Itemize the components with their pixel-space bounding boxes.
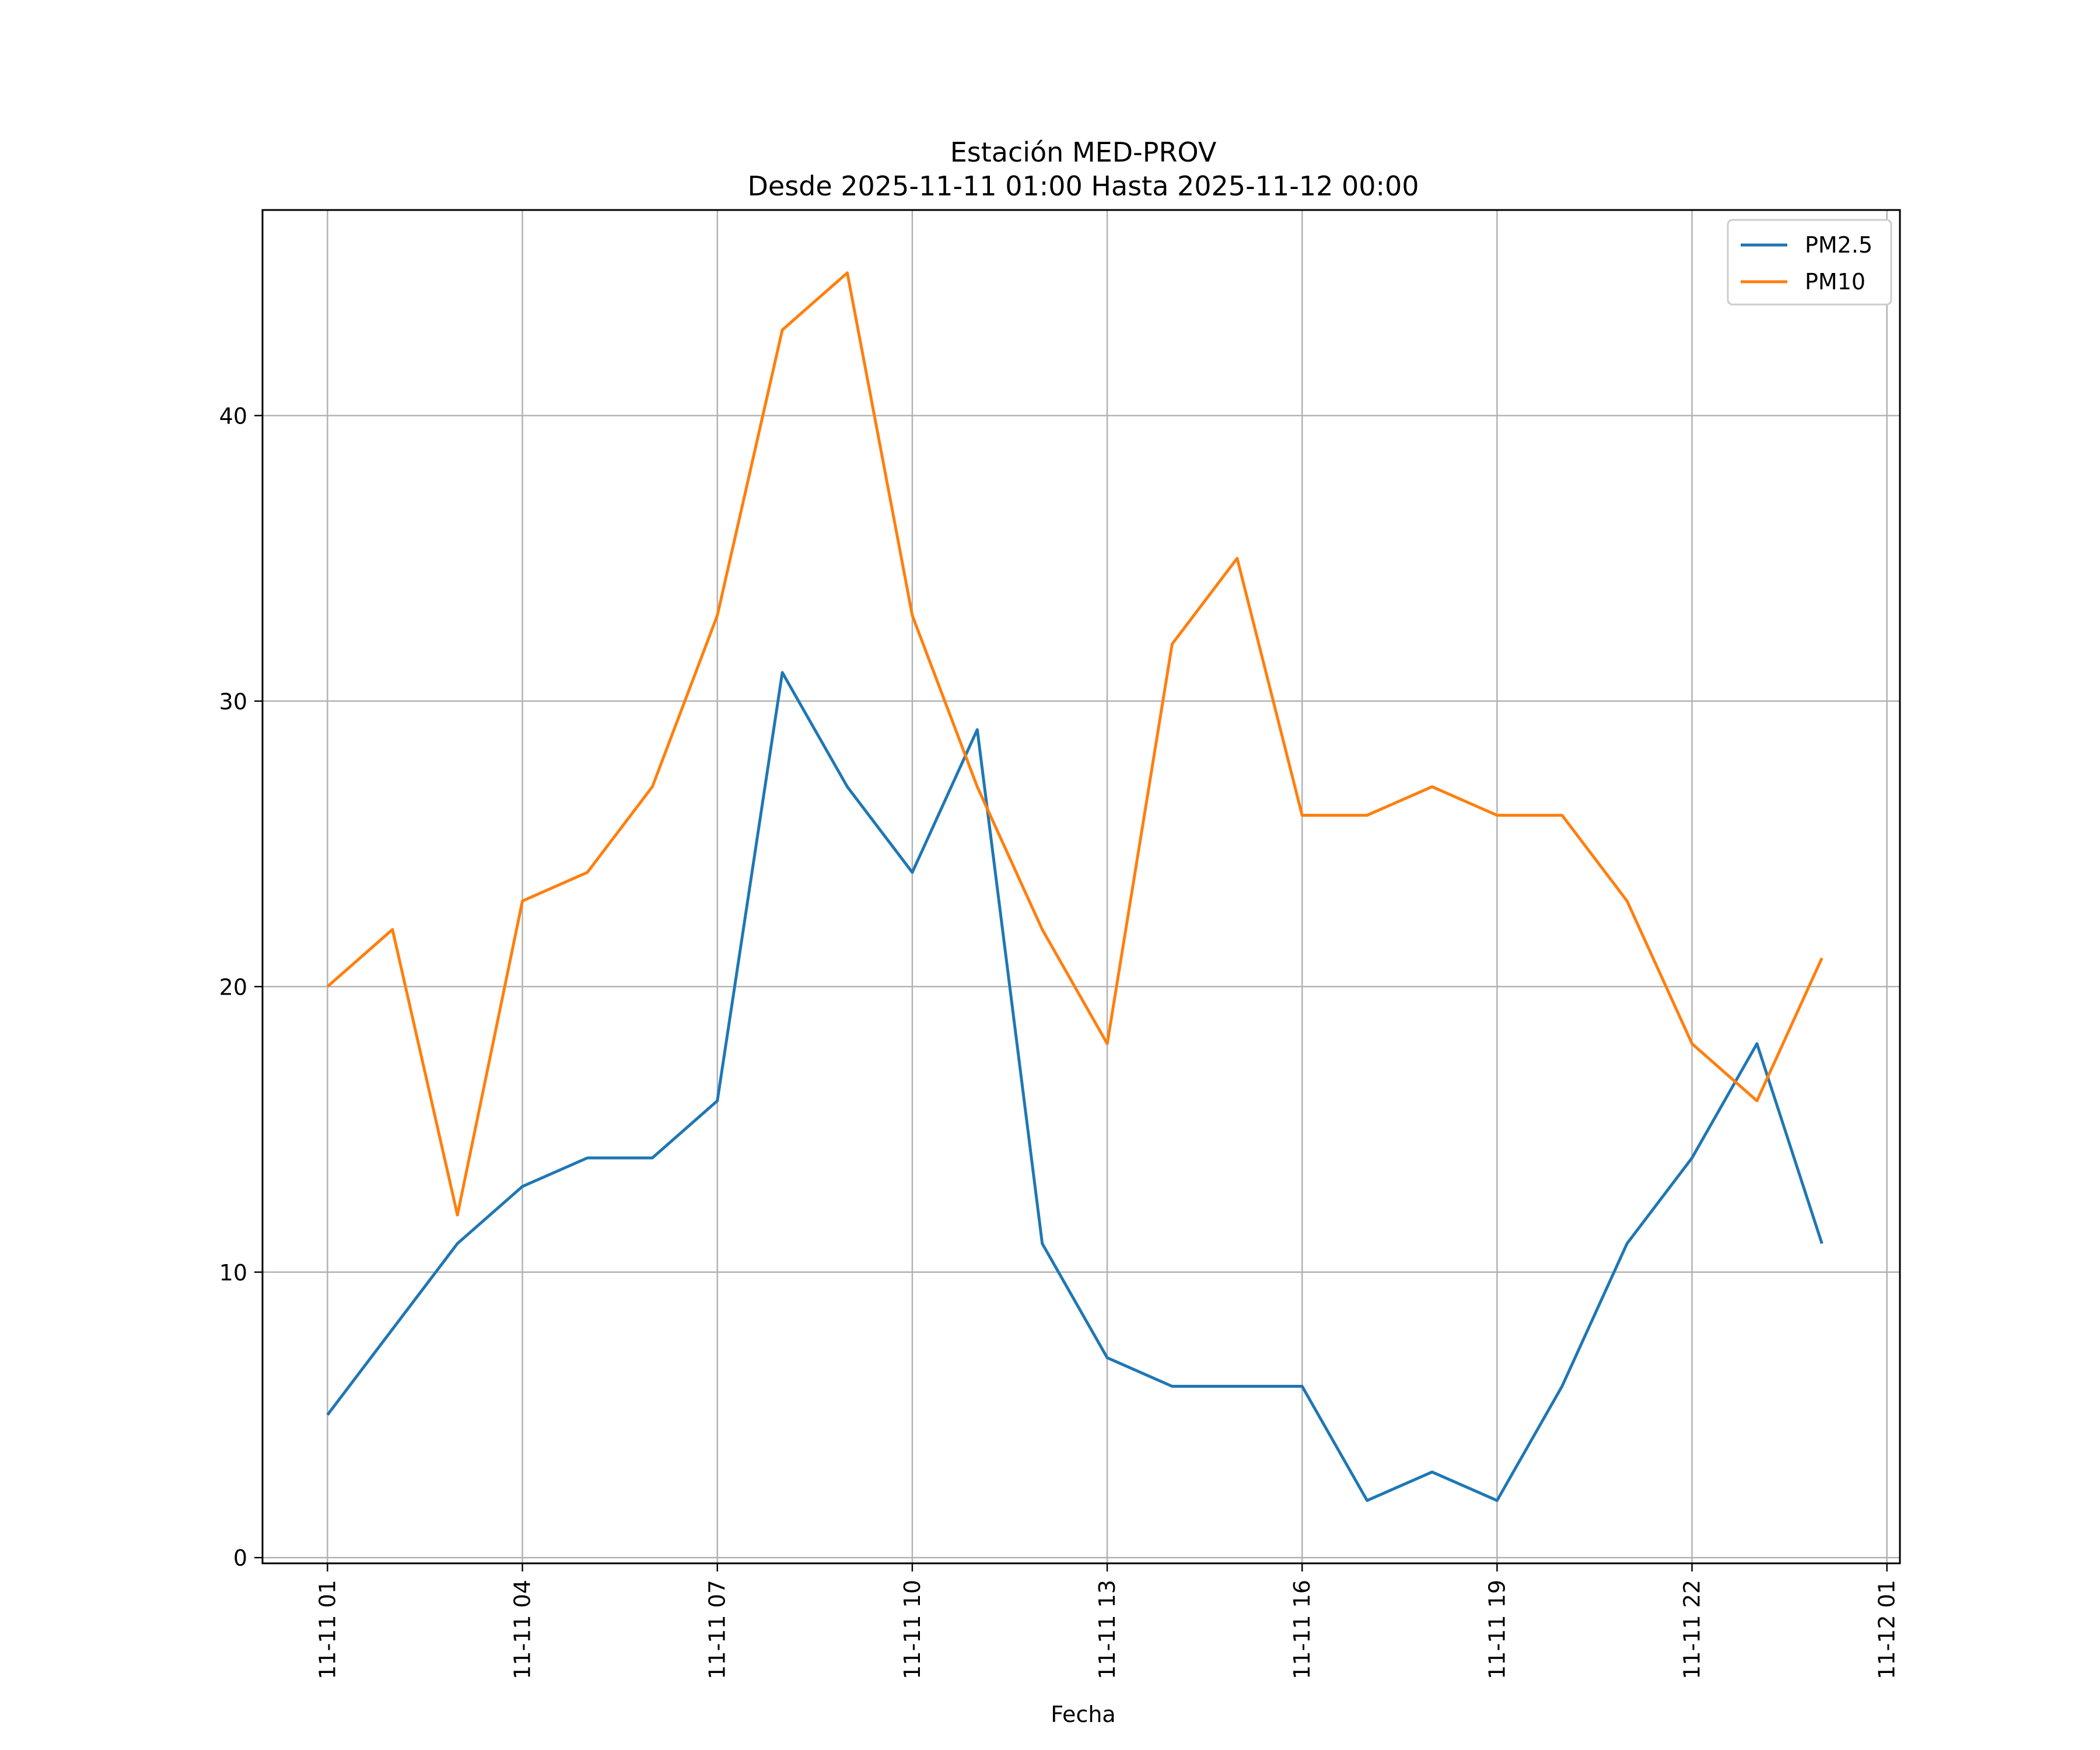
chart-subtitle: Desde 2025-11-11 01:00 Hasta 2025-11-12 … — [747, 170, 1419, 202]
legend-label: PM10 — [1805, 269, 1866, 295]
x-axis-label: Fecha — [1051, 1702, 1115, 1727]
y-tick-label: 20 — [219, 974, 247, 1000]
x-tick-label: 11-11 16 — [1289, 1580, 1315, 1679]
x-tick-label: 11-11 04 — [510, 1580, 536, 1679]
x-axis: 11-11 01 11-11 04 11-11 07 11-11 10 11-11 13… — [314, 1563, 1900, 1679]
x-tick-label: 11-11 22 — [1679, 1580, 1705, 1679]
x-tick-label: 11-11 19 — [1484, 1580, 1510, 1679]
legend-label: PM2.5 — [1805, 232, 1873, 258]
y-tick-label: 10 — [219, 1260, 247, 1286]
x-tick-label: 11-11 07 — [705, 1580, 730, 1679]
chart-title: Estación MED-PROV — [950, 136, 1217, 168]
plot-frame — [261, 209, 1901, 1564]
grid-lines — [262, 210, 1900, 1563]
x-tick-label: 11-11 13 — [1094, 1580, 1120, 1679]
series-line-pm10 — [326, 271, 1824, 1217]
y-tick-label: 30 — [219, 689, 247, 715]
series-line-pm25 — [326, 671, 1824, 1502]
legend: PM2.5 PM10 — [1727, 219, 1892, 306]
legend-box — [1727, 219, 1892, 306]
y-tick-label: 40 — [219, 403, 247, 429]
y-axis: 0 10 20 30 40 — [219, 403, 262, 1571]
x-tick-label: 11-12 01 — [1874, 1580, 1900, 1679]
y-tick-label: 0 — [233, 1545, 247, 1571]
series-lines — [326, 271, 1824, 1502]
x-tick-label: 11-11 10 — [900, 1580, 925, 1679]
x-tick-label: 11-11 01 — [314, 1580, 340, 1679]
